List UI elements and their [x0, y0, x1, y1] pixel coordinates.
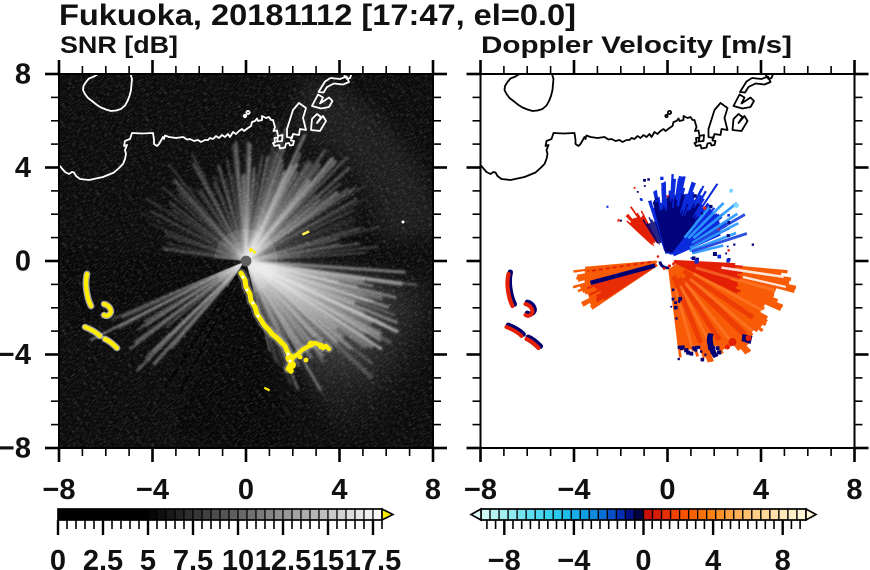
- svg-text:SNR [dB]: SNR [dB]: [60, 32, 178, 59]
- svg-text:4: 4: [705, 545, 721, 570]
- svg-text:−4: −4: [557, 474, 590, 506]
- svg-text:15: 15: [312, 545, 344, 570]
- svg-text:4: 4: [15, 152, 31, 184]
- svg-text:7.5: 7.5: [173, 545, 213, 570]
- svg-text:−8: −8: [42, 474, 75, 506]
- svg-text:4: 4: [753, 474, 769, 506]
- svg-text:8: 8: [425, 474, 441, 506]
- svg-text:−4: −4: [136, 474, 169, 506]
- svg-text:5: 5: [140, 545, 156, 570]
- svg-text:8: 8: [15, 58, 31, 90]
- svg-text:8: 8: [846, 474, 862, 506]
- svg-text:4: 4: [331, 474, 347, 506]
- svg-text:0: 0: [659, 474, 675, 506]
- svg-text:12.5: 12.5: [255, 545, 311, 570]
- svg-text:0: 0: [635, 545, 651, 570]
- svg-text:Doppler Velocity [m/s]: Doppler Velocity [m/s]: [481, 32, 792, 59]
- svg-text:−8: −8: [464, 474, 497, 506]
- svg-text:0: 0: [50, 545, 66, 570]
- svg-text:10: 10: [222, 545, 254, 570]
- svg-text:0: 0: [238, 474, 254, 506]
- svg-text:−8: −8: [0, 432, 31, 464]
- svg-text:8: 8: [775, 545, 791, 570]
- svg-text:Fukuoka, 20181112 [17:47, el=0: Fukuoka, 20181112 [17:47, el=0.0]: [59, 0, 576, 32]
- svg-text:0: 0: [15, 245, 31, 277]
- svg-text:−4: −4: [0, 339, 31, 371]
- svg-text:−8: −8: [488, 545, 521, 570]
- svg-text:17.5: 17.5: [345, 545, 401, 570]
- svg-text:−4: −4: [557, 545, 590, 570]
- svg-text:2.5: 2.5: [83, 545, 123, 570]
